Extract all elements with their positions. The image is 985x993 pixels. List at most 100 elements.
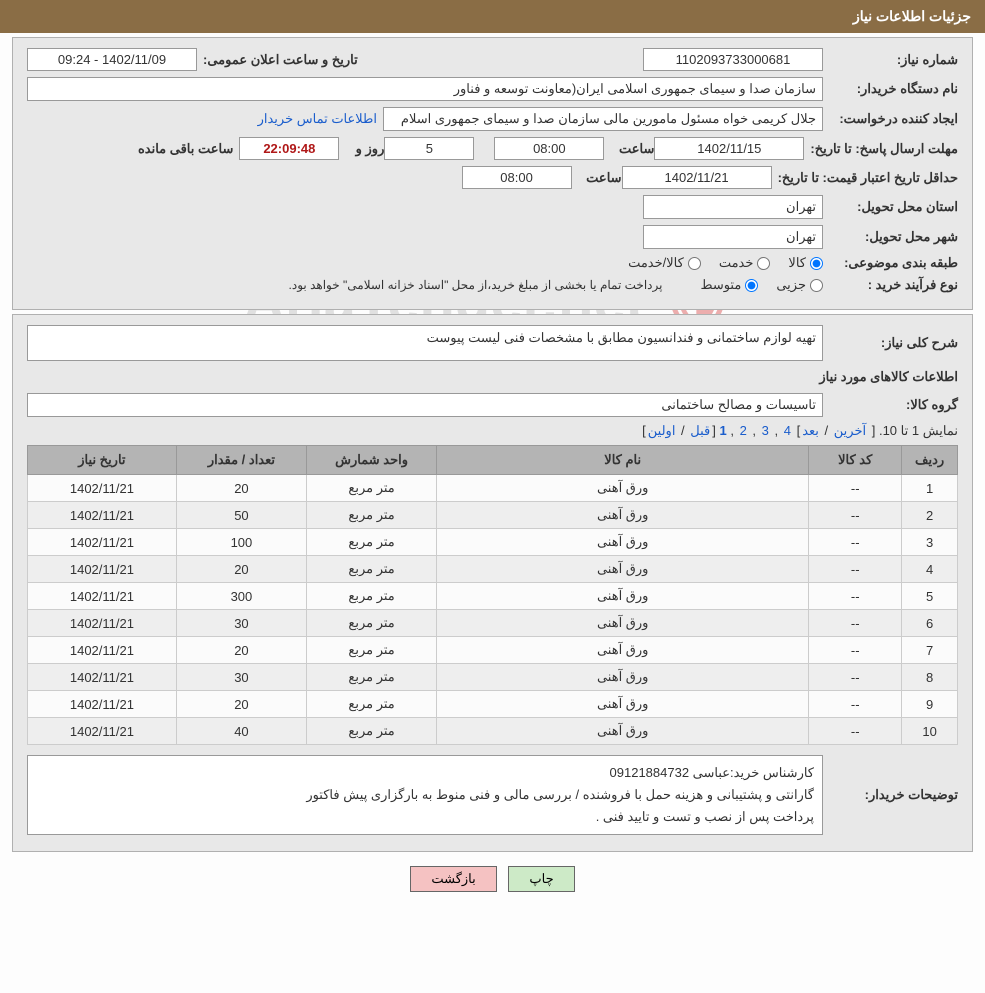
cat-both-radio[interactable] [688,257,701,270]
table-header: ردیف [902,446,958,475]
table-cell: -- [809,637,902,664]
pager-p2[interactable]: 2 [740,423,747,438]
proc-partial-option[interactable]: جزیی [776,277,823,293]
desc-text: تهیه لوازم ساختمانی و فندانسیون مطابق با… [27,325,823,361]
table-cell: 3 [902,529,958,556]
table-cell: 50 [176,502,306,529]
table-cell: 2 [902,502,958,529]
buyer-notes: کارشناس خرید:عباسی 09121884732 گارانتی و… [27,755,823,835]
table-cell: 9 [902,691,958,718]
pager-next[interactable]: بعد [802,423,819,438]
table-cell: 300 [176,583,306,610]
table-cell: ورق آهنی [437,718,809,745]
table-cell: 100 [176,529,306,556]
items-table: ردیفکد کالانام کالاواحد شمارشتعداد / مقد… [27,445,958,745]
table-cell: متر مربع [307,475,437,502]
table-cell: -- [809,529,902,556]
city-label: شهر محل تحویل: [823,229,958,245]
table-cell: 4 [902,556,958,583]
group-label: گروه کالا: [823,397,958,413]
desc-label: شرح کلی نیاز: [823,335,958,351]
pager-last[interactable]: آخرین [834,423,866,438]
table-cell: 1402/11/21 [28,556,177,583]
table-body: 1--ورق آهنیمتر مربع201402/11/212--ورق آه… [28,475,958,745]
back-button[interactable]: بازگشت [410,866,496,892]
proc-partial-label: جزیی [776,277,806,292]
contact-link[interactable]: اطلاعات تماس خریدار [258,111,377,127]
validity-date: 1402/11/21 [622,166,772,189]
table-cell: متر مربع [307,664,437,691]
page-header: جزئیات اطلاعات نیاز [0,0,985,33]
table-row: 5--ورق آهنیمتر مربع3001402/11/21 [28,583,958,610]
table-header-row: ردیفکد کالانام کالاواحد شمارشتعداد / مقد… [28,446,958,475]
info-panel: شماره نیاز: 1102093733000681 تاریخ و ساع… [12,37,973,310]
print-button[interactable]: چاپ [508,866,574,892]
cat-service-label: خدمت [719,255,754,270]
cat-both-option[interactable]: کالا/خدمت [628,255,701,271]
table-cell: 1402/11/21 [28,475,177,502]
announce-label: تاریخ و ساعت اعلان عمومی: [197,52,358,68]
table-cell: ورق آهنی [437,637,809,664]
pager-p3[interactable]: 3 [762,423,769,438]
table-row: 2--ورق آهنیمتر مربع501402/11/21 [28,502,958,529]
table-cell: 1402/11/21 [28,610,177,637]
pager-p4[interactable]: 4 [784,423,791,438]
table-cell: -- [809,610,902,637]
table-cell: متر مربع [307,502,437,529]
notes-line-2: گارانتی و پشتیبانی و هزینه حمل با فروشند… [36,784,814,806]
validity-time: 08:00 [462,166,572,189]
table-cell: 20 [176,691,306,718]
table-cell: 30 [176,664,306,691]
table-cell: 20 [176,637,306,664]
pager-first[interactable]: اولین [648,423,676,438]
table-header: واحد شمارش [307,446,437,475]
table-row: 4--ورق آهنیمتر مربع201402/11/21 [28,556,958,583]
table-cell: 1402/11/21 [28,718,177,745]
cat-both-label: کالا/خدمت [628,255,684,270]
proc-medium-option[interactable]: متوسط [700,277,758,293]
table-cell: -- [809,664,902,691]
cat-goods-radio[interactable] [810,257,823,270]
table-cell: ورق آهنی [437,556,809,583]
notes-line-3: پرداخت پس از نصب و تست و تایید فنی . [36,806,814,828]
page-title: جزئیات اطلاعات نیاز [853,8,971,24]
proc-medium-radio[interactable] [745,279,758,292]
table-cell: 7 [902,637,958,664]
cat-service-option[interactable]: خدمت [719,255,771,271]
table-cell: متر مربع [307,583,437,610]
table-cell: ورق آهنی [437,529,809,556]
table-cell: 1402/11/21 [28,583,177,610]
group-value: تاسیسات و مصالح ساختمانی [27,393,823,417]
notes-line-1: کارشناس خرید:عباسی 09121884732 [36,762,814,784]
cat-service-radio[interactable] [757,257,770,270]
table-cell: -- [809,691,902,718]
table-cell: -- [809,583,902,610]
table-cell: 40 [176,718,306,745]
deadline-time: 08:00 [494,137,604,160]
days-label: روز و [339,141,384,157]
time-label-2: ساعت [572,170,622,186]
table-cell: متر مربع [307,556,437,583]
table-cell: 1402/11/21 [28,664,177,691]
table-cell: متر مربع [307,637,437,664]
requester-value: جلال کریمی خواه مسئول مامورین مالی سازما… [383,107,823,131]
proc-partial-radio[interactable] [810,279,823,292]
table-row: 6--ورق آهنیمتر مربع301402/11/21 [28,610,958,637]
table-cell: ورق آهنی [437,583,809,610]
table-cell: 10 [902,718,958,745]
countdown-value: 22:09:48 [239,137,339,160]
table-cell: -- [809,475,902,502]
announce-value: 1402/11/09 - 09:24 [27,48,197,71]
table-cell: ورق آهنی [437,664,809,691]
pager-prev[interactable]: قبل [690,423,710,438]
table-cell: ورق آهنی [437,610,809,637]
time-label-1: ساعت [604,141,654,157]
cat-goods-option[interactable]: کالا [788,255,823,271]
deadline-label: مهلت ارسال پاسخ: تا تاریخ: [804,141,958,157]
table-cell: -- [809,556,902,583]
validity-label: حداقل تاریخ اعتبار قیمت: تا تاریخ: [772,170,958,186]
table-row: 10--ورق آهنیمتر مربع401402/11/21 [28,718,958,745]
province-value: تهران [643,195,823,219]
table-cell: 5 [902,583,958,610]
table-cell: متر مربع [307,718,437,745]
